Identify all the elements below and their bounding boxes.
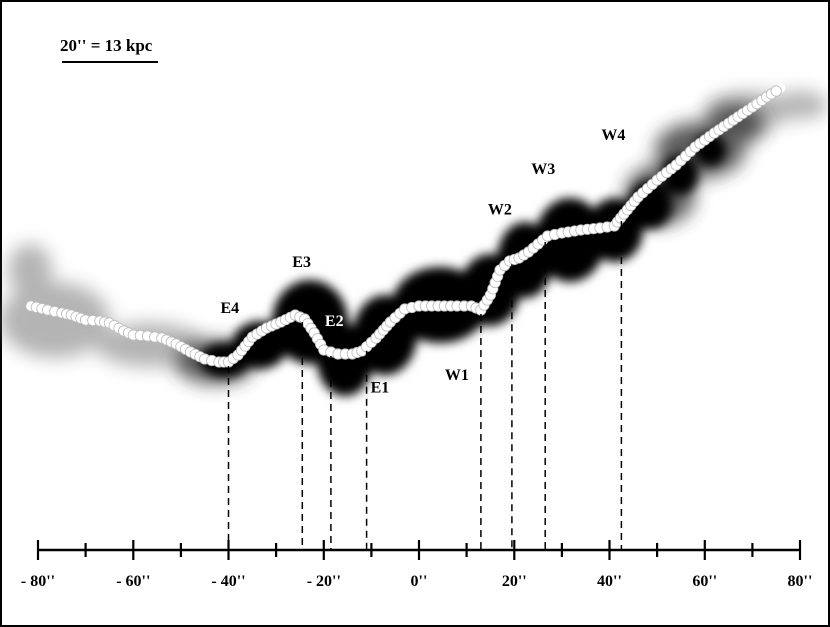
tick-label: - 20'' xyxy=(307,573,341,590)
tick-label: 60'' xyxy=(692,573,717,590)
knot-label-w1: W1 xyxy=(445,367,469,384)
knot-label-w4: W4 xyxy=(601,127,625,144)
knot-labels: E4 E3 E2 E1 W1 W2 W3 W4 xyxy=(221,127,626,397)
tick-label: - 40'' xyxy=(211,573,245,590)
offset-axis: - 80'' - 60'' - 40'' - 20'' 0'' 20'' 40'' 60'' 8… xyxy=(21,540,813,590)
tick-label: 40'' xyxy=(597,573,622,590)
knot-label-e1: E1 xyxy=(371,380,390,397)
tick-label: 20'' xyxy=(502,573,527,590)
knot-label-e2: E2 xyxy=(325,313,344,330)
ridge-point xyxy=(770,85,782,97)
scale-bar-label: 20'' = 13 kpc xyxy=(60,36,153,55)
tick-label: 0'' xyxy=(411,573,428,590)
scale-bar: 20'' = 13 kpc xyxy=(60,36,158,63)
tick-label: - 80'' xyxy=(21,573,55,590)
knot-label-w2: W2 xyxy=(488,201,512,218)
tick-label: 80'' xyxy=(788,573,813,590)
knot-connectors xyxy=(227,221,623,550)
ridge-line xyxy=(25,83,786,368)
knot-label-w3: W3 xyxy=(531,161,555,178)
tick-label: - 60'' xyxy=(116,573,150,590)
knot-label-e3: E3 xyxy=(292,254,311,271)
knot-label-e4: E4 xyxy=(221,300,240,317)
